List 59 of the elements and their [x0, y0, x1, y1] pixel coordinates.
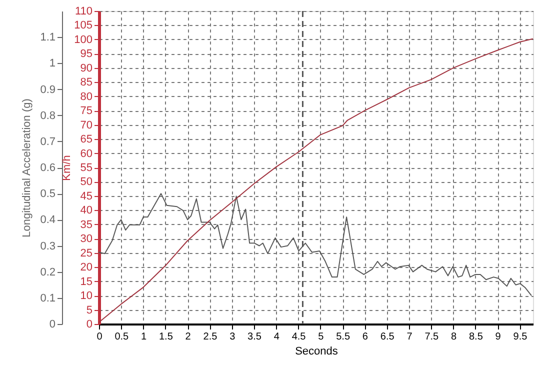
y-tick-label: 0 — [49, 318, 56, 330]
y2-tick-label: 30 — [80, 233, 92, 246]
x-tick-label: 2 — [185, 332, 192, 342]
y-axis-title: Longitudinal Acceleration (g) — [21, 98, 34, 238]
y-tick-label: 0.8 — [40, 110, 56, 122]
y2-axis-title: Km/h — [61, 155, 74, 181]
line-series — [98, 38, 534, 323]
y2-tick-label: 75 — [80, 105, 92, 118]
x-tick-label: 0.5 — [114, 332, 130, 342]
y2-tick-label: 55 — [80, 162, 92, 174]
x-axis-title: Seconds — [295, 346, 338, 358]
y2-tick-label: 40 — [80, 204, 92, 217]
x-tick-label: 4.5 — [292, 332, 306, 342]
y2-tick-label: 95 — [80, 48, 92, 60]
y2-tick-label: 20 — [80, 262, 92, 274]
y2-tick-label: 25 — [80, 247, 92, 260]
y2-tick-label: 15 — [80, 276, 92, 288]
y-tick-label: 0.1 — [40, 292, 56, 304]
x-tick-label: 1 — [141, 332, 148, 342]
x-tick-label: 9.5 — [513, 332, 528, 342]
y-tick-label: 1.1 — [40, 32, 56, 44]
y2-tick-label: 50 — [80, 176, 92, 188]
x-tick-label: 3 — [230, 332, 236, 342]
y-tick-label: 0.3 — [40, 240, 56, 252]
y-tick-label: 1 — [49, 58, 56, 70]
x-tick-label: 8.5 — [468, 332, 484, 342]
y2-tick-label: 5 — [86, 304, 92, 316]
x-tick-label: 5.5 — [336, 332, 350, 342]
y2-tick-label: 90 — [80, 62, 92, 74]
y2-tick-label: 45 — [80, 190, 92, 202]
x-tick-label: 3.5 — [248, 332, 262, 342]
x-tick-label: 7.5 — [424, 332, 440, 342]
x-tick-label: 5 — [318, 332, 324, 342]
y2-tick-label: 10 — [80, 290, 92, 302]
y-tick-label: 0.4 — [40, 214, 56, 226]
x-tick-label: 6 — [362, 332, 368, 342]
y-tick-label: 0.5 — [40, 188, 56, 200]
y-tick-label: 0.9 — [40, 84, 56, 96]
y2-tick-label: 105 — [74, 20, 92, 32]
x-tick-label: 6.5 — [380, 332, 395, 342]
y2-tick-label: 60 — [80, 148, 92, 160]
y-tick-label: 0.2 — [40, 266, 56, 278]
x-tick-label: 9 — [495, 332, 502, 342]
y-tick-label: 0.6 — [40, 162, 56, 174]
x-tick-label: 7 — [406, 332, 413, 342]
x-tick-label: 0 — [96, 332, 103, 342]
y2-tick-label: 65 — [80, 134, 92, 146]
x-tick-label: 4 — [274, 332, 280, 342]
y2-tick-label: 100 — [74, 34, 92, 46]
y-tick-label: 0.7 — [40, 136, 56, 148]
y2-tick-label: 85 — [80, 76, 92, 89]
y2-tick-label: 35 — [80, 218, 92, 231]
x-tick-label: 2.5 — [203, 332, 218, 342]
y2-tick-label: 0 — [86, 318, 92, 330]
x-tick-label: 1.5 — [158, 332, 174, 342]
y2-tick-label: 70 — [80, 119, 92, 132]
y2-tick-label: 80 — [80, 90, 92, 103]
y2-tick-label: 110 — [74, 6, 92, 18]
x-tick-label: 8 — [451, 332, 458, 342]
